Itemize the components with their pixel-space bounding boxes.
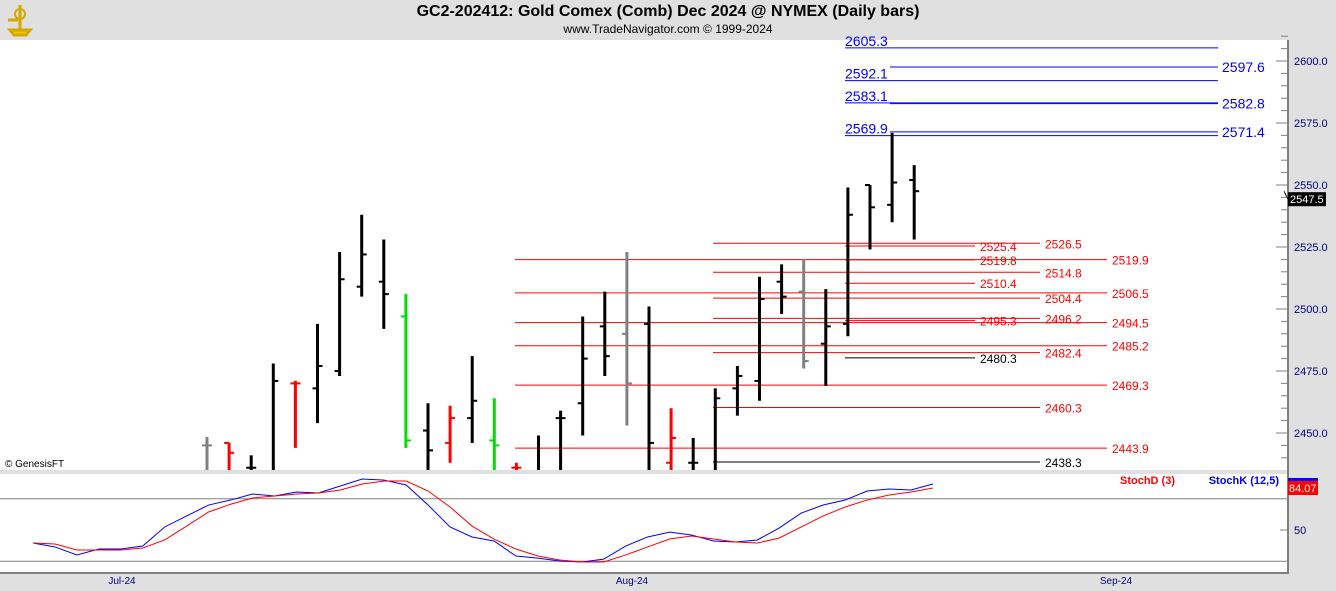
y-tick-label: 2525.0 <box>1294 242 1328 254</box>
price-bar <box>909 165 920 240</box>
level-label: 2525.4 <box>980 240 1017 254</box>
sextant-logo-icon <box>6 5 34 37</box>
level-label: 2504.4 <box>1045 292 1082 306</box>
level-label: 2605.3 <box>845 33 888 49</box>
price-bar <box>423 403 433 470</box>
price-bar <box>776 264 787 314</box>
legend-stochk: StochK (12,5) <box>1209 475 1280 487</box>
level-label: 2482.4 <box>1045 347 1082 361</box>
level-label: 2583.1 <box>845 88 888 104</box>
chart-title: GC2-202412: Gold Comex (Comb) Dec 2024 @… <box>416 3 920 20</box>
level-label: 2485.2 <box>1112 340 1149 354</box>
level-label: 2510.4 <box>980 277 1017 291</box>
stoch-line <box>32 480 934 563</box>
level-label: 2519.9 <box>1112 254 1149 268</box>
level-label: 2495.3 <box>980 315 1017 329</box>
stoch-last-value: 84.07 <box>1289 483 1317 495</box>
y-tick-label: 2600.0 <box>1294 56 1328 68</box>
price-bar <box>842 187 853 337</box>
price-bar <box>621 251 632 426</box>
price-bar <box>732 366 743 416</box>
watermark: © GenesisFT <box>5 459 64 470</box>
price-bar <box>688 437 699 470</box>
stochastic-panel <box>0 474 1288 572</box>
last-price-tag: 2547.5 <box>1290 194 1324 206</box>
y-tick-label: 2450.0 <box>1294 428 1328 440</box>
price-panel <box>0 40 1288 470</box>
chart-subtitle: www.TradeNavigator.com © 1999-2024 <box>563 22 773 36</box>
price-bar <box>599 291 610 376</box>
level-label: 2597.6 <box>1222 59 1265 75</box>
price-bar <box>467 356 478 443</box>
x-tick-label: Jul-24 <box>108 576 136 587</box>
x-tick-label: Aug-24 <box>616 576 649 587</box>
price-bar <box>246 455 257 470</box>
legend-stochd: StochD (3) <box>1120 475 1175 487</box>
level-label: 2438.3 <box>1045 456 1082 470</box>
price-bar <box>400 294 411 448</box>
y-tick-label: 2575.0 <box>1294 118 1328 130</box>
price-bar <box>577 316 588 436</box>
price-bar <box>290 380 301 448</box>
price-bar <box>312 323 323 424</box>
level-label: 2494.5 <box>1112 317 1149 331</box>
level-label: 2506.5 <box>1112 287 1149 301</box>
price-bar <box>445 405 456 463</box>
level-label: 2469.3 <box>1112 379 1149 393</box>
y-tick-label: 2500.0 <box>1294 304 1328 316</box>
price-bar <box>644 306 654 470</box>
level-label: 2582.8 <box>1222 96 1265 112</box>
price-bar <box>224 441 235 470</box>
x-tick-label: Sep-24 <box>1100 576 1133 587</box>
price-bar <box>666 408 677 470</box>
level-label: 2480.3 <box>980 352 1017 366</box>
price-bar <box>202 436 212 470</box>
level-label: 2460.3 <box>1045 401 1082 415</box>
price-bar <box>334 251 345 376</box>
price-bar <box>271 363 279 470</box>
price-bar <box>489 398 500 470</box>
price-bar <box>555 410 566 470</box>
price-bar <box>356 214 367 297</box>
y-tick-label: 2550.0 <box>1294 180 1328 192</box>
y-tick-label: 2475.0 <box>1294 366 1328 378</box>
price-bar <box>511 462 522 470</box>
price-bar <box>820 289 831 386</box>
price-bar <box>865 184 875 250</box>
level-label: 2569.9 <box>845 121 888 137</box>
price-bar <box>798 259 809 369</box>
level-label: 2526.5 <box>1045 237 1082 251</box>
price-bar <box>887 132 898 223</box>
level-label: 2443.9 <box>1112 442 1149 456</box>
level-label: 2592.1 <box>845 66 888 82</box>
stoch-line <box>32 478 934 563</box>
price-bar <box>378 239 389 329</box>
level-label: 2519.8 <box>980 254 1017 268</box>
stoch-y-tick: 50 <box>1294 525 1306 537</box>
level-label: 2571.4 <box>1222 124 1265 140</box>
price-bar <box>754 276 765 401</box>
level-label: 2514.8 <box>1045 266 1082 280</box>
level-label: 2496.2 <box>1045 312 1082 326</box>
price-bar <box>713 388 721 470</box>
